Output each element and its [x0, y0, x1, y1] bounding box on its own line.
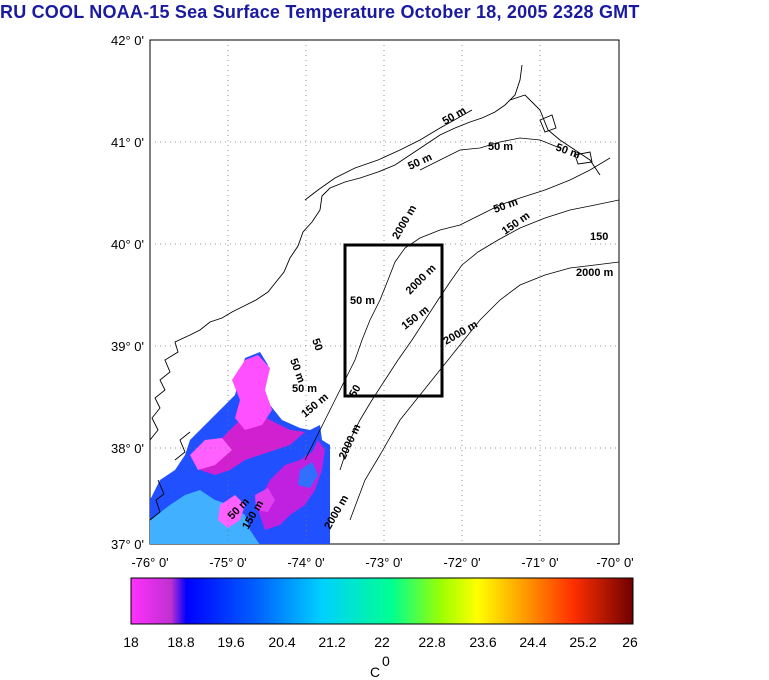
study-area-box [343, 243, 444, 398]
contour-label: 50 [309, 337, 324, 353]
map-title: RU COOL NOAA-15 Sea Surface Temperature … [0, 2, 640, 22]
contour-label: 50 m [488, 141, 513, 153]
lat-tick-label: 41° 0' [111, 135, 144, 150]
colorbar-tick: 24.4 [519, 634, 546, 650]
contour-label: 50 [347, 383, 364, 400]
lat-tick-label: 39° 0' [111, 339, 144, 354]
contour-label: 50 m [350, 295, 375, 307]
colorbar-tick: 23.6 [469, 634, 496, 650]
coastline [150, 64, 601, 521]
colorbar-tick: 19.6 [217, 634, 244, 650]
graticule [150, 40, 619, 544]
lon-tick-label: -76° 0' [131, 555, 168, 570]
colorbar-tick: 22 [374, 634, 390, 650]
colorbar-gradient [130, 577, 634, 625]
longitude-ticks: -76° 0' -75° 0' -74° 0' -73° 0' -72° 0' … [131, 555, 633, 570]
bathymetry-contours [304, 137, 619, 521]
lon-tick-label: -75° 0' [209, 555, 246, 570]
lon-tick-label: -71° 0' [521, 555, 558, 570]
contour-label: 2000 m [576, 267, 614, 279]
contour-label: 50 m [292, 383, 317, 395]
latitude-ticks: 37° 0' 38° 0' 39° 0' 40° 0' 41° 0' 42° 0… [111, 33, 144, 552]
lat-tick-label: 42° 0' [111, 33, 144, 48]
lon-tick-label: -72° 0' [443, 555, 480, 570]
colorbar-tick: 22.8 [418, 634, 445, 650]
colorbar-tick: 20.4 [268, 634, 295, 650]
lon-tick-label: -70° 0' [596, 555, 633, 570]
contour-label: 150 [590, 231, 608, 243]
colorbar-tick: 25.2 [569, 634, 596, 650]
colorbar-tick: 18.8 [167, 634, 194, 650]
lon-tick-label: -73° 0' [365, 555, 402, 570]
colorbar-tick: 26 [622, 634, 638, 650]
lat-tick-label: 37° 0' [111, 537, 144, 552]
colorbar-unit-superscript: 0 [382, 653, 390, 669]
colorbar-tick: 18 [123, 634, 139, 650]
lat-tick-label: 40° 0' [111, 237, 144, 252]
colorbar-unit: C [370, 664, 380, 680]
lat-tick-label: 38° 0' [111, 441, 144, 456]
colorbar: 18 18.8 19.6 20.4 21.2 22 22.8 23.6 24.4… [123, 577, 638, 680]
lon-tick-label: -74° 0' [287, 555, 324, 570]
colorbar-tick: 21.2 [318, 634, 345, 650]
